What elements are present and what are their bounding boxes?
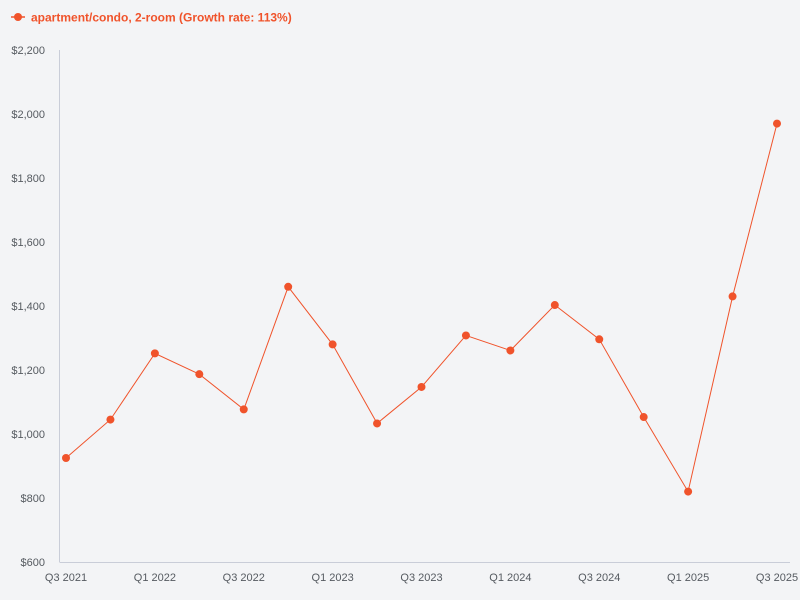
data-point[interactable] xyxy=(150,349,159,358)
x-tick-label: Q3 2022 xyxy=(223,572,265,584)
legend-label: apartment/condo, 2-room (Growth rate: 11… xyxy=(31,11,292,25)
data-point[interactable] xyxy=(195,370,204,379)
data-point[interactable] xyxy=(728,292,737,301)
series-line xyxy=(65,123,778,493)
y-tick-label: $800 xyxy=(21,493,45,505)
data-point[interactable] xyxy=(284,282,293,291)
x-tick-label: Q1 2022 xyxy=(134,572,176,584)
y-axis-ticks: $600 $800 $1,000 $1,200 $1,400 $1,600 $1,800 $2… xyxy=(11,45,45,569)
data-point[interactable] xyxy=(417,382,426,391)
data-point[interactable] xyxy=(239,405,248,414)
y-tick-label: $2,000 xyxy=(11,109,45,121)
data-point[interactable] xyxy=(639,413,648,422)
legend-dot-marker xyxy=(14,13,22,21)
data-point[interactable] xyxy=(684,487,693,496)
y-tick-label: $1,200 xyxy=(11,365,45,377)
data-point[interactable] xyxy=(461,331,470,340)
y-tick-label: $2,200 xyxy=(11,45,45,57)
x-tick-label: Q3 2023 xyxy=(400,572,442,584)
y-tick-label: $1,800 xyxy=(11,173,45,185)
data-point[interactable] xyxy=(550,301,559,310)
data-point[interactable] xyxy=(595,335,604,344)
y-tick-label: $1,600 xyxy=(11,237,45,249)
series-apartment-condo-2-room xyxy=(62,119,781,496)
data-point[interactable] xyxy=(506,346,515,355)
x-axis-ticks: Q3 2021 Q1 2022 Q3 2022 Q1 2023 Q3 2023 Q1 20… xyxy=(45,572,798,584)
x-tick-label: Q1 2025 xyxy=(667,572,709,584)
y-tick-label: $1,000 xyxy=(11,429,45,441)
x-tick-label: Q1 2024 xyxy=(489,572,531,584)
data-point[interactable] xyxy=(328,340,337,349)
x-tick-label: Q3 2021 xyxy=(45,572,87,584)
y-tick-label: $600 xyxy=(21,557,45,569)
x-tick-label: Q1 2023 xyxy=(312,572,354,584)
x-tick-label: Q3 2025 xyxy=(756,572,798,584)
legend[interactable]: apartment/condo, 2-room (Growth rate: 11… xyxy=(11,11,292,25)
y-tick-label: $1,400 xyxy=(11,301,45,313)
data-point[interactable] xyxy=(62,454,70,462)
x-tick-label: Q3 2024 xyxy=(578,572,620,584)
data-point[interactable] xyxy=(373,419,382,428)
data-point[interactable] xyxy=(106,415,115,424)
data-point[interactable] xyxy=(773,119,781,128)
